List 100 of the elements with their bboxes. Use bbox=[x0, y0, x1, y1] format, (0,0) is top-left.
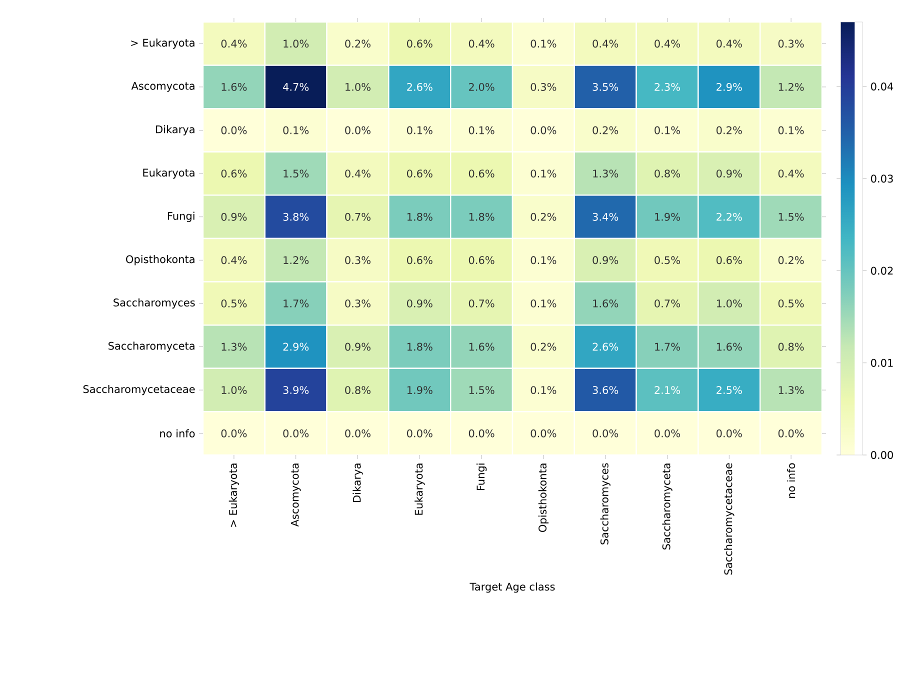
data-label: 0.0% bbox=[283, 429, 309, 438]
data-label: 0.6% bbox=[468, 256, 494, 264]
data-label: 1.0% bbox=[716, 299, 742, 308]
data-label: 0.4% bbox=[468, 40, 494, 48]
data-label: 0.4% bbox=[592, 40, 618, 48]
data-label: 0.0% bbox=[530, 429, 556, 438]
data-label: 0.0% bbox=[592, 429, 618, 438]
data-label: 2.1% bbox=[654, 386, 680, 394]
data-label: 0.6% bbox=[407, 256, 432, 264]
data-label: 0.1% bbox=[530, 299, 556, 308]
data-label: 0.9% bbox=[345, 342, 370, 351]
data-label: 0.0% bbox=[530, 126, 556, 134]
data-label: 1.0% bbox=[346, 82, 370, 91]
x-tick-label: Eukaryota bbox=[414, 464, 425, 515]
data-label: 0.3% bbox=[345, 256, 370, 264]
data-label: 1.2% bbox=[778, 82, 804, 91]
data-label: 0.2% bbox=[592, 126, 618, 134]
color-bar-label: 0.02 bbox=[871, 266, 893, 275]
data-label: 0.1% bbox=[530, 40, 556, 48]
data-label: 0.2% bbox=[778, 256, 804, 264]
data-label: 2.2% bbox=[716, 212, 742, 221]
data-label: 0.2% bbox=[530, 212, 556, 221]
data-label: 2.3% bbox=[654, 82, 680, 91]
x-tick-label: Opisthokonta bbox=[538, 464, 549, 532]
y-tick-label: Dikarya bbox=[156, 125, 194, 136]
data-label: 0.1% bbox=[530, 170, 556, 178]
data-label: 0.1% bbox=[654, 126, 680, 134]
data-label: 0.1% bbox=[407, 126, 432, 134]
y-tick-label: no info bbox=[160, 429, 195, 438]
data-label: 0.6% bbox=[468, 170, 494, 178]
color-bar-label: 0.01 bbox=[871, 358, 893, 367]
data-label: 0.0% bbox=[778, 429, 804, 438]
y-tick-label: Eukaryota bbox=[143, 168, 194, 179]
data-label: 1.0% bbox=[222, 386, 247, 394]
data-label: 1.5% bbox=[469, 386, 494, 394]
data-label: 0.0% bbox=[345, 126, 370, 134]
x-tick-label: Dikarya bbox=[352, 464, 363, 502]
data-label: 3.4% bbox=[592, 212, 618, 221]
data-label: 0.0% bbox=[716, 429, 742, 438]
data-label: 0.9% bbox=[592, 256, 618, 264]
data-label: 2.6% bbox=[592, 342, 618, 351]
data-label: 0.5% bbox=[221, 299, 247, 308]
y-tick-label: Saccharomyces bbox=[114, 298, 195, 309]
x-tick-label: > Eukaryota bbox=[228, 464, 240, 527]
data-label: 0.6% bbox=[716, 256, 742, 264]
data-label: 0.4% bbox=[345, 170, 370, 178]
data-label: 3.8% bbox=[283, 212, 309, 221]
data-label: 1.3% bbox=[593, 170, 618, 178]
data-label: 0.9% bbox=[221, 212, 247, 221]
data-label: 4.7% bbox=[283, 82, 309, 91]
data-label: 1.7% bbox=[655, 342, 680, 351]
data-label: 1.8% bbox=[469, 212, 494, 221]
data-label: 0.7% bbox=[345, 212, 370, 221]
data-label: 0.7% bbox=[468, 299, 494, 308]
data-label: 0.1% bbox=[530, 256, 556, 264]
x-tick-label: no info bbox=[786, 463, 796, 498]
y-tick-label: Opisthokonta bbox=[126, 255, 194, 266]
data-label: 0.1% bbox=[283, 126, 309, 134]
data-label: 1.7% bbox=[284, 299, 309, 308]
data-label: 0.1% bbox=[778, 126, 804, 134]
data-label: 1.9% bbox=[655, 212, 680, 221]
data-label: 0.2% bbox=[716, 126, 742, 134]
data-label: 1.3% bbox=[222, 342, 247, 351]
data-label: 0.6% bbox=[407, 40, 432, 48]
data-label: 0.4% bbox=[778, 170, 804, 178]
data-label: 1.6% bbox=[222, 82, 247, 91]
x-tick-label: Fungi bbox=[476, 464, 487, 490]
color-bar-label: 0.04 bbox=[871, 82, 894, 90]
data-label: 0.2% bbox=[530, 342, 556, 351]
data-label: 0.9% bbox=[716, 170, 742, 178]
data-label: 1.6% bbox=[469, 342, 494, 351]
y-tick-label: Saccharomyceta bbox=[108, 342, 194, 352]
data-label: 1.3% bbox=[778, 386, 804, 394]
data-label: 1.6% bbox=[593, 299, 618, 308]
data-label: 0.0% bbox=[221, 126, 247, 134]
data-label: 0.2% bbox=[345, 40, 370, 48]
data-label: 0.4% bbox=[221, 256, 247, 264]
data-label: 0.5% bbox=[654, 256, 680, 264]
data-label: 0.8% bbox=[778, 342, 804, 351]
data-label: 2.0% bbox=[468, 82, 494, 91]
data-label: 2.6% bbox=[407, 82, 432, 91]
data-label: 2.9% bbox=[283, 342, 309, 351]
data-label: 3.6% bbox=[592, 386, 618, 394]
data-label: 1.8% bbox=[407, 342, 432, 351]
data-label: 0.8% bbox=[345, 386, 370, 394]
data-label: 2.9% bbox=[716, 82, 742, 91]
data-label: 0.8% bbox=[654, 170, 680, 178]
data-label: 0.0% bbox=[345, 429, 370, 438]
data-label: 2.5% bbox=[716, 386, 742, 394]
color-bar-label: 0.03 bbox=[871, 174, 893, 183]
data-label: 1.9% bbox=[407, 386, 432, 394]
data-label: 3.5% bbox=[592, 82, 618, 91]
y-tick-label: Fungi bbox=[168, 212, 194, 222]
data-label: 0.0% bbox=[468, 429, 494, 438]
data-label: 0.5% bbox=[778, 299, 804, 308]
data-label: 0.4% bbox=[716, 40, 742, 48]
x-axis-title: Target Age class bbox=[470, 582, 555, 593]
data-label: 0.4% bbox=[654, 40, 680, 48]
data-label: 0.1% bbox=[468, 126, 494, 134]
x-tick-label: Ascomycota bbox=[290, 464, 301, 527]
